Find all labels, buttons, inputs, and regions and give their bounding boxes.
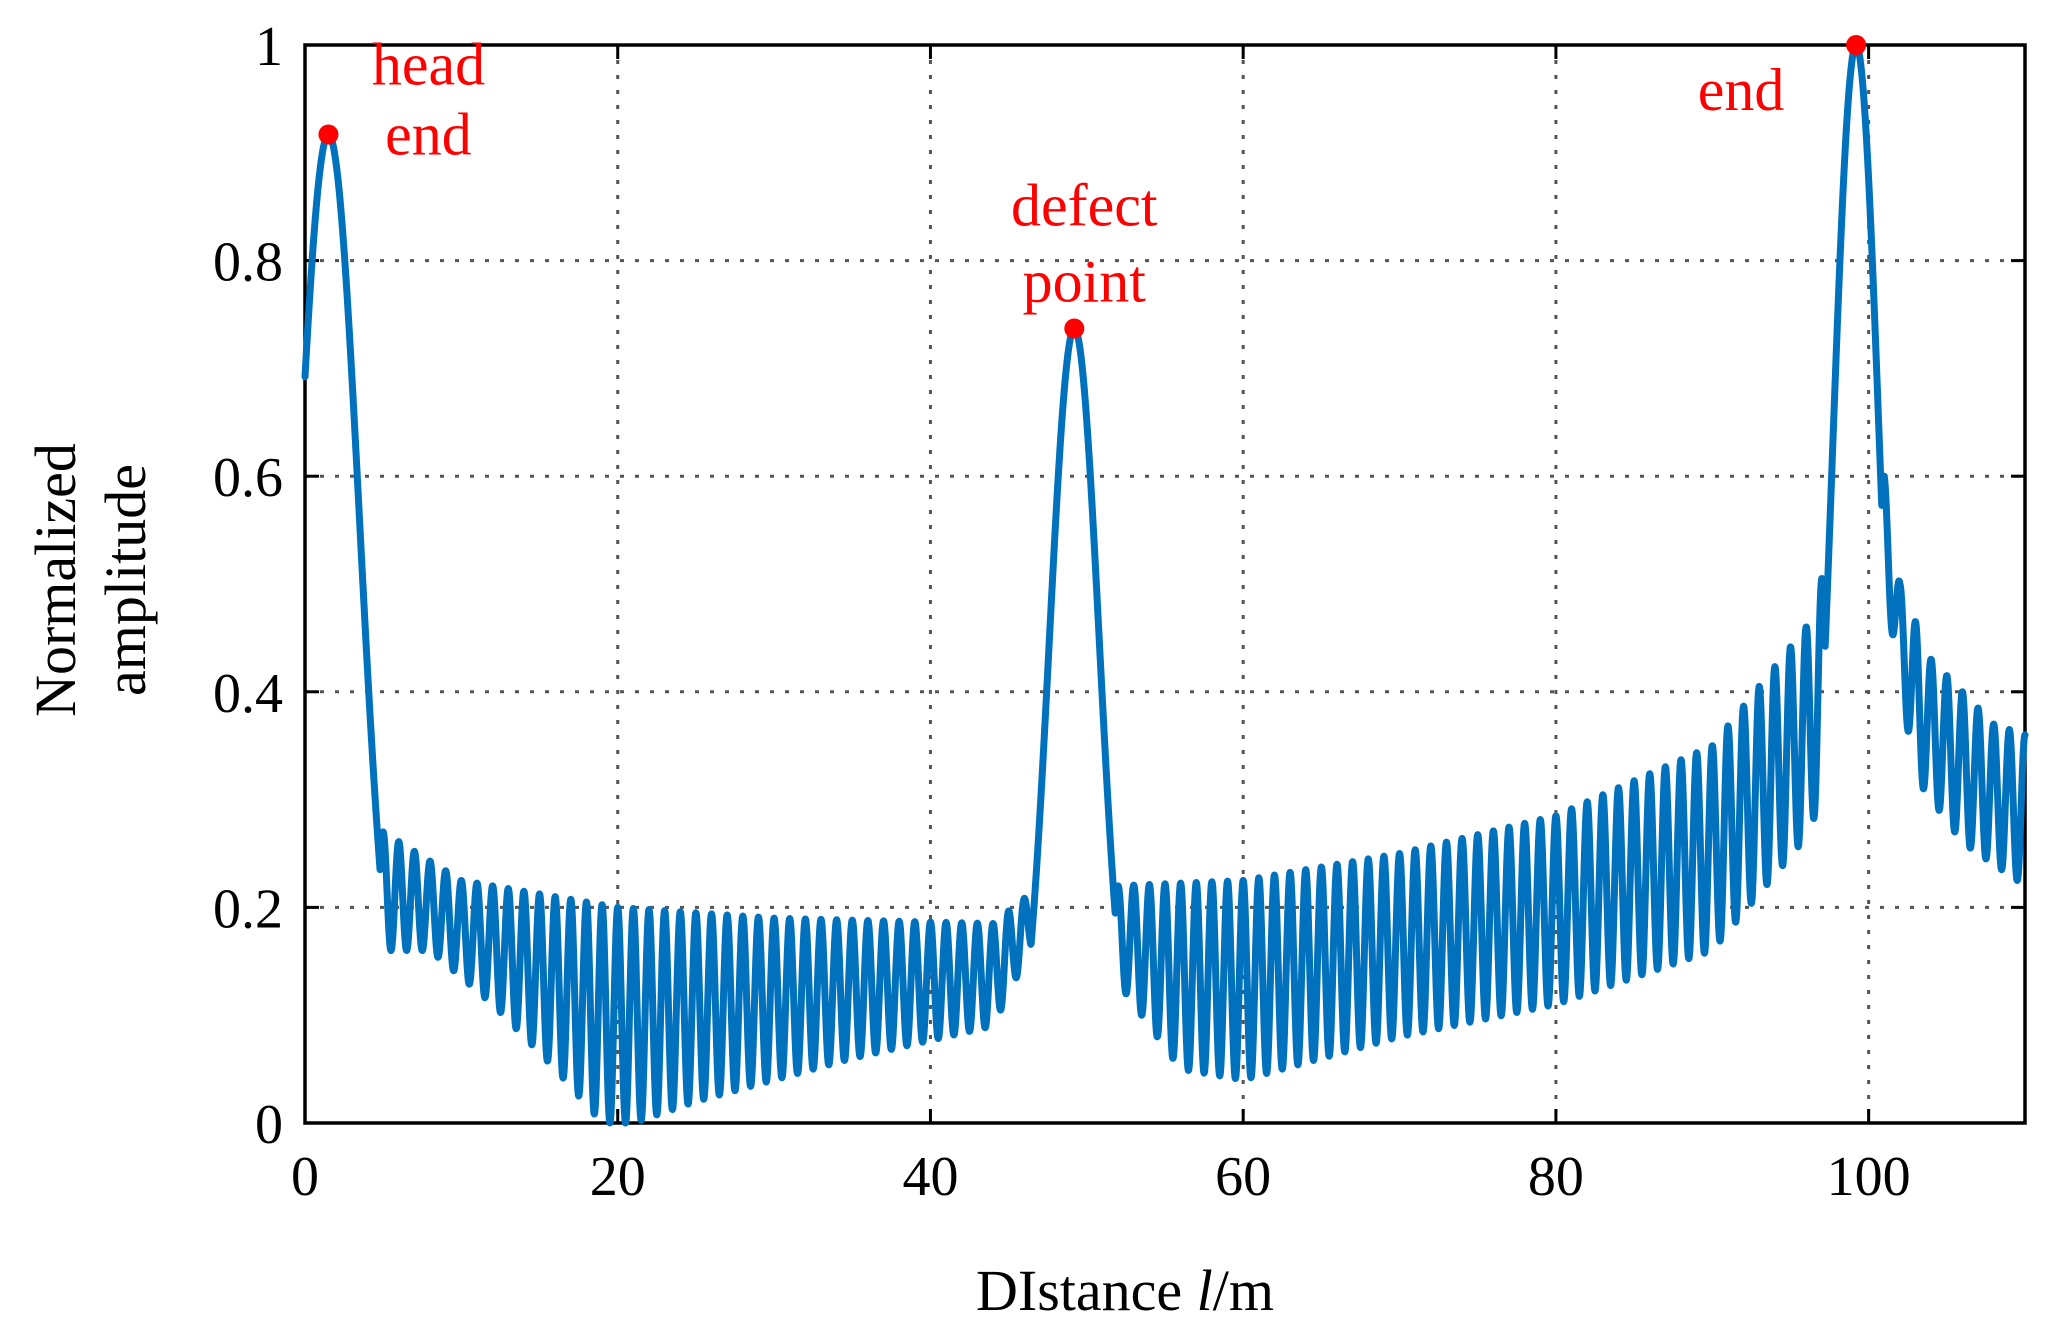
x-tick-label: 20 xyxy=(590,1146,646,1208)
y-tick-label: 1 xyxy=(255,16,283,78)
plot-area-frame xyxy=(303,43,2027,1125)
y-axis-label: Normalized amplitude xyxy=(23,443,158,717)
annotation-label: end xyxy=(1698,57,1785,123)
x-tick-label: 0 xyxy=(291,1146,319,1208)
x-axis-label-suffix: /m xyxy=(1213,1258,1274,1323)
x-tick-label: 80 xyxy=(1528,1146,1584,1208)
annotation-label: point xyxy=(1023,249,1147,315)
peak-marker xyxy=(1846,35,1867,55)
annotation-label: head xyxy=(372,31,485,97)
x-tick-label: 100 xyxy=(1827,1146,1911,1208)
y-tick-label: 0.4 xyxy=(213,663,283,725)
y-tick-label: 0.2 xyxy=(213,878,283,940)
annotation-label: defect xyxy=(1011,173,1158,239)
y-tick-label: 0 xyxy=(255,1094,283,1156)
x-axis-label-italic: l xyxy=(1197,1258,1213,1323)
x-tick-label: 40 xyxy=(902,1146,958,1208)
series-line-normalized-amplitude xyxy=(301,41,2029,1127)
x-tick-label: 60 xyxy=(1215,1146,1271,1208)
y-axis-label-line-2: amplitude xyxy=(93,464,158,696)
x-axis-label-prefix: DIstance xyxy=(976,1258,1197,1323)
y-tick-label: 0.8 xyxy=(213,232,283,294)
x-axis-label: DIstance l/m xyxy=(976,1258,1274,1323)
grid xyxy=(305,45,2025,1123)
x-axis: 0 20 40 60 80 100 xyxy=(291,45,1911,1208)
peak-marker xyxy=(318,124,339,145)
annotation-label: end xyxy=(385,101,472,167)
y-axis: 0 0.2 0.4 0.6 0.8 1 xyxy=(213,16,2025,1156)
y-axis-label-line-1: Normalized xyxy=(23,443,88,717)
y-tick-label: 0.6 xyxy=(213,447,283,509)
peak-marker xyxy=(1064,318,1085,339)
